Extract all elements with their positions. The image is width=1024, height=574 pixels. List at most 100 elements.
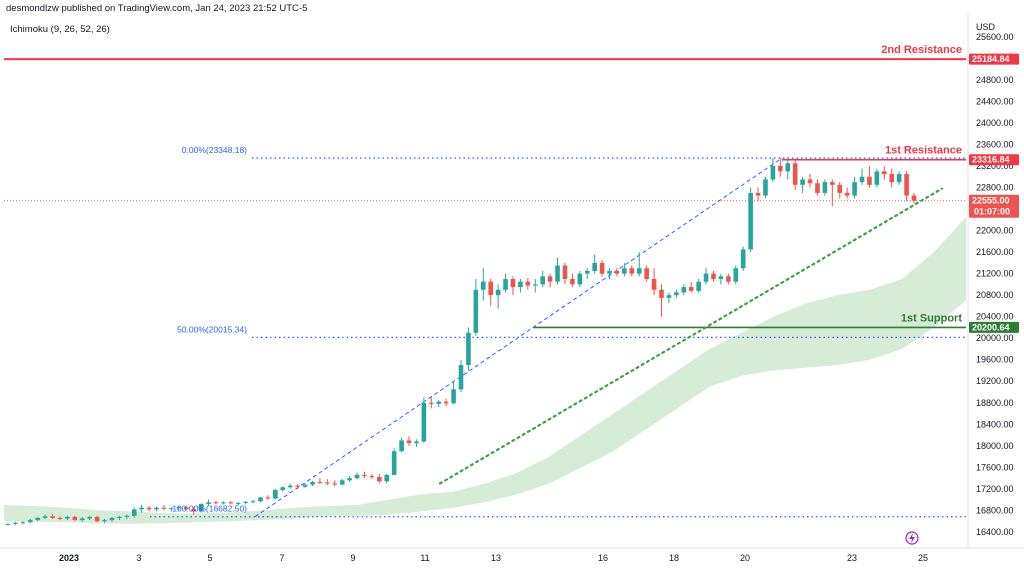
candle-body xyxy=(726,276,731,282)
candle-body xyxy=(889,174,895,183)
currency-label: USD xyxy=(976,22,996,32)
fib-label-50: 50.00%(20015.34) xyxy=(177,324,247,334)
candle-body xyxy=(688,287,694,291)
candle-body xyxy=(35,517,41,521)
candles-layer xyxy=(5,157,917,526)
candle-body xyxy=(287,485,293,488)
price-tick-label: 22800.00 xyxy=(976,183,1014,193)
candle-body xyxy=(874,171,880,185)
candle-body xyxy=(27,520,33,523)
candle-body xyxy=(785,163,791,172)
candle-body xyxy=(221,502,226,504)
candle-body xyxy=(807,179,813,184)
candle-body xyxy=(881,171,887,175)
candle-body xyxy=(72,516,78,521)
candle-body xyxy=(169,508,174,510)
candle-body xyxy=(198,503,204,512)
price-tick-label: 21600.00 xyxy=(976,247,1014,257)
candle-body xyxy=(644,268,649,279)
candle-body xyxy=(800,179,805,185)
axes-layer: 16400.00 16800.00 17200.00 17600.00 18000.00… xyxy=(0,14,1024,563)
candle-body xyxy=(436,401,442,404)
candle-body xyxy=(139,507,144,510)
candle-body xyxy=(20,522,26,524)
support-1-price-tag-bg xyxy=(969,321,1019,333)
candle-body xyxy=(733,268,739,282)
candle-body xyxy=(718,276,724,279)
candle-body xyxy=(243,501,248,503)
candle-body xyxy=(666,295,672,298)
candle-body xyxy=(213,502,219,504)
price-tick-label: 23600.00 xyxy=(976,139,1014,149)
candle-body xyxy=(651,279,657,290)
candle-body xyxy=(384,474,390,482)
time-tick-label: 23 xyxy=(847,553,857,563)
candle-body xyxy=(532,284,538,286)
labels-layer: 2nd Resistance 1st Resistance 1st Support 0… xyxy=(172,44,962,514)
candle-body xyxy=(778,165,783,172)
candle-body xyxy=(607,270,612,274)
candle-body xyxy=(206,502,211,504)
candle-body xyxy=(317,481,323,483)
candle-body xyxy=(867,176,872,185)
price-tick-label: 19200.00 xyxy=(976,376,1014,386)
candle-body xyxy=(815,183,820,193)
candle-body xyxy=(740,249,746,269)
candle-body xyxy=(822,182,828,193)
price-tick-label: 23200.00 xyxy=(976,161,1014,171)
candle-body xyxy=(310,481,315,485)
candle-body xyxy=(13,522,18,524)
candle-body xyxy=(904,174,909,196)
candle-body xyxy=(339,480,345,485)
candle-body xyxy=(280,487,286,490)
time-tick-label: 9 xyxy=(350,553,355,563)
price-tick-label: 18800.00 xyxy=(976,398,1014,408)
uptrend-line xyxy=(438,187,944,485)
candle-body xyxy=(443,401,449,404)
candle-body xyxy=(65,516,70,519)
candle-body xyxy=(629,268,635,274)
price-tick-label: 24400.00 xyxy=(976,96,1014,106)
candle-body xyxy=(354,474,360,479)
time-tick-label: 11 xyxy=(420,553,429,563)
candle-body xyxy=(599,262,605,274)
candle-body xyxy=(50,516,55,518)
candle-body xyxy=(859,176,865,183)
price-tick-label: 22000.00 xyxy=(976,226,1014,236)
price-tick-label: 24800.00 xyxy=(976,75,1014,85)
price-tick-label: 24000.00 xyxy=(976,118,1014,128)
candle-body xyxy=(555,265,560,282)
resistance-1-price-tag: 23316.84 xyxy=(972,155,1010,165)
candle-body xyxy=(659,289,664,298)
time-tick-label: 20 xyxy=(740,553,750,563)
fib-label-100: 100.00%(16682.50) xyxy=(172,504,247,514)
price-tick-label: 20000.00 xyxy=(976,333,1014,343)
price-tick-label: 21200.00 xyxy=(976,269,1014,279)
lightning-icon xyxy=(905,531,919,545)
fibonacci-trend-line xyxy=(254,157,783,518)
candle-body xyxy=(191,509,196,512)
level-label-3: 1st Support xyxy=(901,312,962,324)
candle-body xyxy=(711,273,716,279)
fib-label-0: 0.00%(23348.18) xyxy=(182,145,247,155)
candle-body xyxy=(592,262,597,271)
candle-body xyxy=(176,507,182,509)
candle-body xyxy=(124,515,130,517)
resistance-2-price-tag: 25184.84 xyxy=(972,54,1010,64)
price-tick-label: 16400.00 xyxy=(976,527,1014,537)
candle-body xyxy=(79,518,85,521)
candle-body xyxy=(837,184,843,193)
candle-body xyxy=(362,474,367,476)
candle-body xyxy=(852,182,857,196)
candle-body xyxy=(154,507,159,510)
time-tick-label: 13 xyxy=(491,553,501,563)
candle-body xyxy=(377,477,382,482)
time-tick-label: 18 xyxy=(669,553,679,563)
price-tick-label: 18400.00 xyxy=(976,419,1014,429)
candle-body xyxy=(495,289,501,296)
price-tick-label: 25600.00 xyxy=(976,32,1014,42)
candle-body xyxy=(703,273,709,282)
candle-body xyxy=(830,182,835,185)
candle-body xyxy=(102,520,107,522)
